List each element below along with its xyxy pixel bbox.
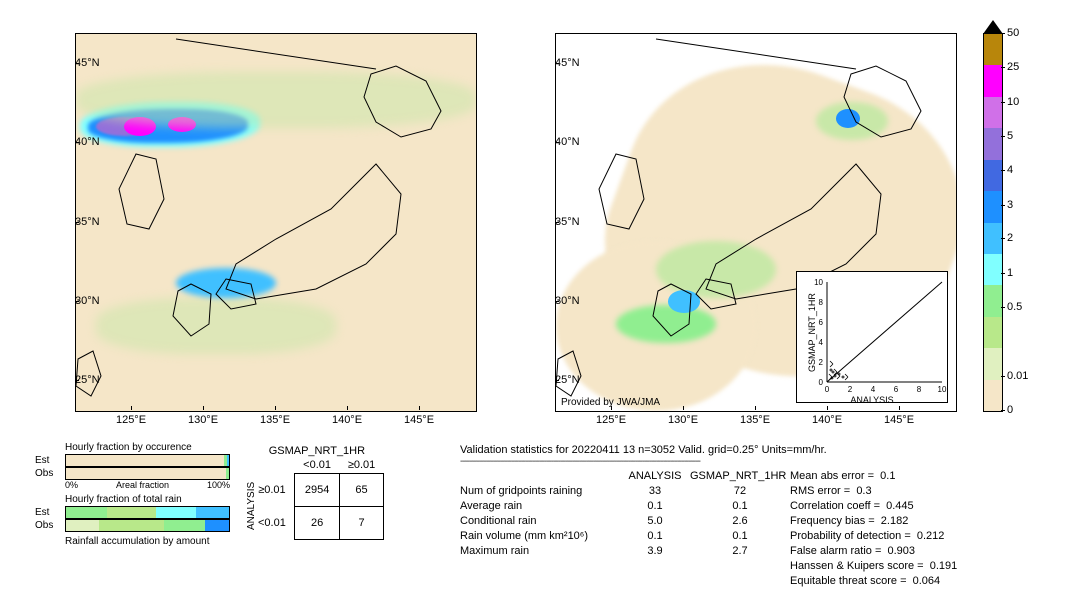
scatter-inset: 0 2 4 6 8 10 0 2 4 6 8 10 ANALYSIS GSMAP… bbox=[796, 271, 948, 403]
svg-text:0: 0 bbox=[819, 378, 824, 387]
svg-text:10: 10 bbox=[938, 385, 947, 394]
svg-text:2: 2 bbox=[819, 358, 824, 367]
left-coastline bbox=[76, 34, 476, 411]
svg-text:6: 6 bbox=[894, 385, 899, 394]
fraction-title-3: Rainfall accumulation by amount bbox=[65, 536, 230, 547]
contingency-table: <0.01 ≥0.01 ≥0.01 2954 65 <0.01 26 7 bbox=[250, 457, 384, 540]
svg-text:4: 4 bbox=[819, 338, 824, 347]
fraction-bars-block: Hourly fraction by occurence Est Obs 0% … bbox=[35, 442, 230, 548]
fraction-title-1: Hourly fraction by occurence bbox=[65, 442, 230, 453]
left-map: GSMAP_NRT_1HR estimates for 20220411 13 bbox=[75, 33, 477, 412]
svg-text:0: 0 bbox=[825, 385, 830, 394]
svg-text:4: 4 bbox=[871, 385, 876, 394]
svg-text:2: 2 bbox=[848, 385, 853, 394]
right-map: Hourly Radar-AMeDAS analysis for 2022041… bbox=[555, 33, 957, 412]
svg-text:10: 10 bbox=[814, 278, 823, 287]
scatter-ylabel: GSMAP_NRT_1HR bbox=[807, 293, 817, 372]
colorbar bbox=[983, 33, 1003, 412]
svg-text:6: 6 bbox=[819, 318, 824, 327]
fraction-title-2: Hourly fraction of total rain bbox=[65, 494, 230, 505]
scatter-xlabel: ANALYSIS bbox=[850, 395, 893, 405]
validation-title: Validation statistics for 20220411 13 n=… bbox=[460, 444, 1020, 456]
validation-stats: Validation statistics for 20220411 13 n=… bbox=[460, 444, 1020, 590]
contingency-table-block: GSMAP_NRT_1HR <0.01 ≥0.01 ≥0.01 2954 65 … bbox=[250, 445, 384, 540]
svg-text:8: 8 bbox=[917, 385, 922, 394]
svg-text:8: 8 bbox=[819, 298, 824, 307]
